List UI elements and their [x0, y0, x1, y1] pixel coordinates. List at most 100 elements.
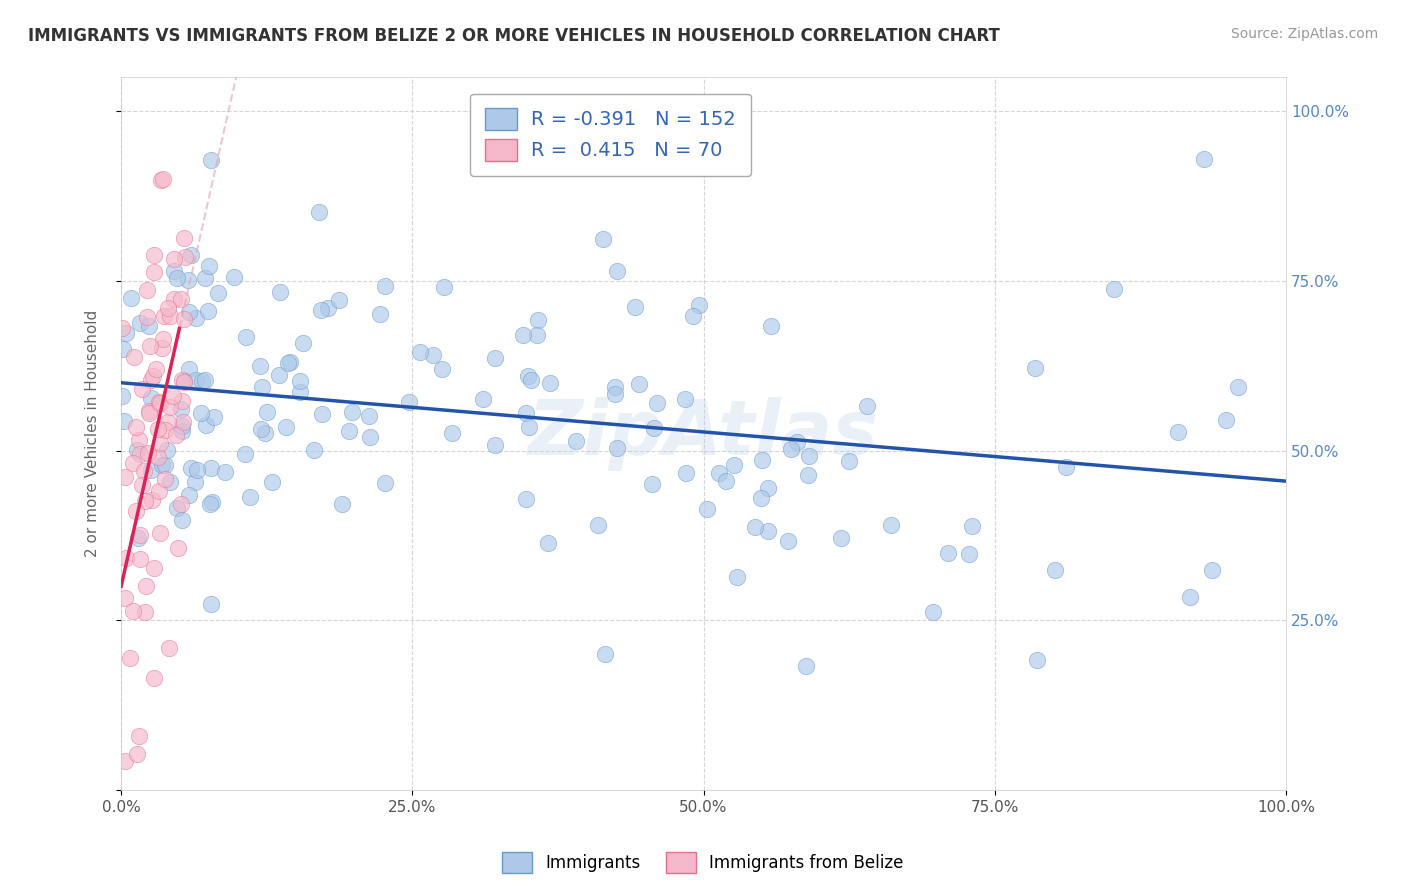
Point	[647, 395, 669, 409]
Point	[138, 319, 160, 334]
Point	[357, 409, 380, 423]
Point	[143, 671, 166, 685]
Point	[115, 326, 138, 340]
Point	[173, 375, 195, 389]
Text: ZipAtlas: ZipAtlas	[529, 397, 879, 471]
Point	[125, 420, 148, 434]
Point	[838, 454, 860, 468]
Point	[143, 247, 166, 261]
Point	[152, 172, 174, 186]
Point	[165, 427, 187, 442]
Point	[120, 651, 142, 665]
Point	[173, 231, 195, 245]
Point	[799, 449, 821, 463]
Point	[794, 659, 817, 673]
Point	[114, 591, 136, 605]
Point	[515, 406, 537, 420]
Point	[125, 443, 148, 458]
Text: IMMIGRANTS VS IMMIGRANTS FROM BELIZE 2 OR MORE VEHICLES IN HOUSEHOLD CORRELATION: IMMIGRANTS VS IMMIGRANTS FROM BELIZE 2 O…	[28, 27, 1000, 45]
Point	[112, 343, 135, 357]
Point	[114, 550, 136, 565]
Point	[603, 380, 626, 394]
Point	[316, 301, 339, 316]
Point	[180, 460, 202, 475]
Point	[756, 524, 779, 538]
Point	[249, 359, 271, 373]
Point	[150, 173, 173, 187]
Point	[751, 452, 773, 467]
Point	[190, 406, 212, 420]
Point	[114, 470, 136, 484]
Point	[148, 450, 170, 464]
Point	[339, 425, 361, 439]
Point	[129, 552, 152, 566]
Point	[274, 420, 297, 434]
Point	[714, 475, 737, 489]
Point	[179, 488, 201, 502]
Point	[138, 407, 160, 421]
Point	[432, 280, 454, 294]
Point	[148, 483, 170, 498]
Point	[200, 597, 222, 611]
Point	[122, 351, 145, 365]
Point	[145, 362, 167, 376]
Point	[207, 286, 229, 301]
Point	[202, 409, 225, 424]
Point	[155, 472, 177, 486]
Point	[526, 327, 548, 342]
Point	[143, 561, 166, 575]
Point	[292, 336, 315, 351]
Point	[177, 362, 200, 376]
Point	[159, 400, 181, 414]
Point	[340, 405, 363, 419]
Point	[148, 422, 170, 436]
Point	[111, 321, 134, 335]
Point	[592, 232, 614, 246]
Point	[177, 305, 200, 319]
Point	[194, 418, 217, 433]
Point	[641, 477, 664, 491]
Point	[134, 493, 156, 508]
Point	[224, 270, 246, 285]
Point	[1043, 563, 1066, 577]
Point	[422, 348, 444, 362]
Point	[586, 517, 609, 532]
Point	[374, 475, 396, 490]
Point	[288, 385, 311, 400]
Point	[166, 271, 188, 285]
Point	[725, 570, 748, 584]
Point	[723, 458, 745, 473]
Point	[155, 423, 177, 437]
Point	[960, 519, 983, 533]
Point	[253, 426, 276, 441]
Point	[157, 415, 180, 429]
Point	[778, 534, 800, 549]
Y-axis label: 2 or more Vehicles in Household: 2 or more Vehicles in Household	[86, 310, 100, 558]
Point	[309, 303, 332, 318]
Point	[936, 546, 959, 560]
Point	[136, 446, 159, 460]
Point	[159, 475, 181, 489]
Point	[180, 248, 202, 262]
Point	[135, 579, 157, 593]
Point	[855, 399, 877, 413]
Point	[512, 328, 534, 343]
Point	[797, 467, 820, 482]
Point	[1102, 282, 1125, 296]
Point	[786, 435, 808, 450]
Point	[759, 319, 782, 334]
Point	[156, 442, 179, 457]
Point	[269, 285, 291, 299]
Point	[127, 531, 149, 545]
Point	[197, 259, 219, 273]
Point	[515, 491, 537, 506]
Point	[167, 541, 190, 555]
Point	[235, 329, 257, 343]
Point	[153, 309, 176, 323]
Point	[278, 355, 301, 369]
Point	[120, 292, 142, 306]
Point	[122, 604, 145, 618]
Point	[111, 389, 134, 403]
Point	[830, 531, 852, 545]
Point	[606, 441, 628, 455]
